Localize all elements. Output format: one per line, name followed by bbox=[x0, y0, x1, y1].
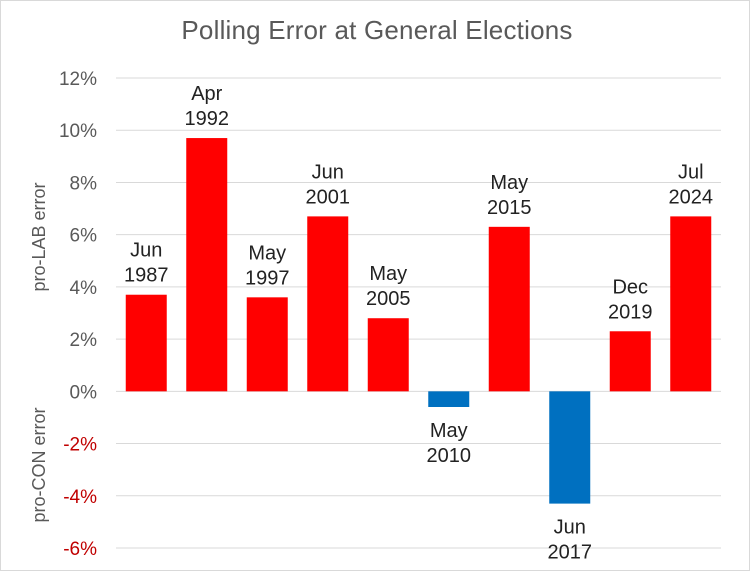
y-tick-label: -2% bbox=[63, 435, 97, 456]
bar bbox=[488, 226, 530, 392]
y-axis-label-negative: pro-CON error bbox=[29, 407, 49, 522]
bar bbox=[549, 391, 591, 504]
y-tick-label: 4% bbox=[70, 278, 98, 299]
bar-category-label-line: 2024 bbox=[669, 186, 714, 208]
bar-category-label-line: 2019 bbox=[608, 301, 653, 323]
bar-category-label-line: May bbox=[369, 263, 407, 285]
bar-category-label: May 2015 bbox=[487, 172, 532, 219]
bars bbox=[125, 138, 712, 504]
chart-title: Polling Error at General Elections bbox=[181, 15, 573, 45]
bar-category-label-line: 2017 bbox=[548, 542, 593, 564]
bar bbox=[125, 294, 167, 392]
bar-category-label-line: 2001 bbox=[306, 186, 351, 208]
bar-category-label-line: May bbox=[430, 420, 468, 442]
y-tick-label: 12% bbox=[59, 69, 97, 90]
bar-category-label-line: Jun bbox=[312, 161, 344, 183]
bar-category-label-line: 1997 bbox=[245, 267, 290, 289]
y-tick-label: 6% bbox=[70, 226, 98, 247]
bar-category-label-line: Jun bbox=[554, 517, 586, 539]
bar-category-label-line: Apr bbox=[191, 83, 222, 105]
bar-category-label-line: Jun bbox=[130, 240, 162, 262]
bar-category-label: Apr 1992 bbox=[185, 83, 230, 130]
bar bbox=[670, 216, 712, 392]
bar-category-label-line: 1987 bbox=[124, 265, 169, 287]
bar-category-label-line: 2015 bbox=[487, 197, 532, 219]
bar bbox=[428, 391, 470, 407]
y-tick-label: 10% bbox=[59, 121, 97, 142]
bar-category-label-line: 2005 bbox=[366, 288, 411, 310]
bar-category-label-line: May bbox=[490, 172, 528, 194]
bar bbox=[367, 318, 409, 392]
bar-category-label-line: 1992 bbox=[185, 108, 230, 130]
bar-category-label-line: Jul bbox=[678, 161, 704, 183]
bar-category-label-line: 2010 bbox=[427, 445, 472, 467]
bar-category-label: Jun 1987 bbox=[124, 240, 169, 287]
y-tick-label: 0% bbox=[70, 382, 98, 403]
y-axis-label-positive: pro-LAB error bbox=[29, 182, 49, 291]
bar-category-label: Jun 2001 bbox=[306, 161, 351, 208]
bar-category-label: Jul 2024 bbox=[669, 161, 714, 208]
y-tick-label: -4% bbox=[63, 487, 97, 508]
bar-category-label: May 2010 bbox=[427, 420, 472, 467]
bar bbox=[307, 216, 349, 392]
bar-category-label: Jun 2017 bbox=[548, 517, 593, 564]
y-tick-label: 2% bbox=[70, 330, 98, 351]
bar-category-label: May 1997 bbox=[245, 242, 290, 289]
bar bbox=[186, 138, 228, 392]
bar bbox=[246, 297, 288, 392]
bar-category-label-line: May bbox=[248, 242, 286, 264]
y-tick-label: 8% bbox=[70, 173, 98, 194]
bar-labels: Jun 1987 Apr 1992 May 1997 Jun 2001 May 2005 May 20… bbox=[124, 83, 713, 564]
bar bbox=[609, 331, 651, 392]
y-tick-label: -6% bbox=[63, 539, 97, 560]
bar-category-label-line: Dec bbox=[612, 276, 648, 298]
bar-category-label: Dec 2019 bbox=[608, 276, 653, 323]
y-axis-ticks: 12% 10% 8% 6% 4% 2% 0% -2% -4% -6% bbox=[59, 69, 97, 560]
bar-category-label: May 2005 bbox=[366, 263, 411, 310]
